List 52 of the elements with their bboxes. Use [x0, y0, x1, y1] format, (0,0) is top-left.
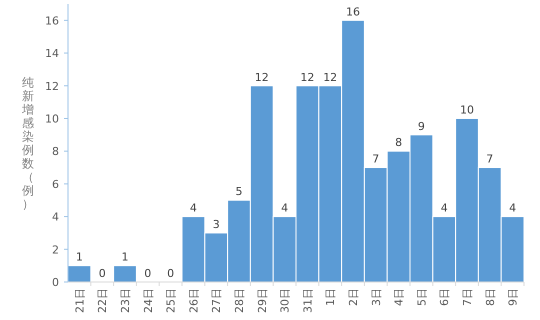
x-tick-label: 23日	[119, 288, 132, 313]
x-tick-label: 2日	[347, 288, 360, 306]
data-label: 4	[190, 202, 197, 215]
y-tick-label: 12	[45, 80, 59, 93]
data-label: 4	[281, 202, 288, 215]
bar	[68, 265, 92, 282]
data-label: 7	[372, 152, 380, 166]
x-tick-label: 5日	[415, 288, 428, 306]
y-tick-label: 10	[45, 112, 59, 126]
data-label: 1	[122, 250, 128, 264]
y-tick-label: 0	[52, 276, 59, 289]
x-tick-label: 25日	[164, 288, 178, 313]
x-tick-label: 22日	[96, 288, 110, 313]
x-tick-label: 9日	[506, 288, 520, 306]
x-tick-label: 26日	[187, 288, 200, 313]
data-label: 10	[460, 103, 474, 116]
y-tick-label: 4	[52, 210, 59, 224]
data-label: 0	[144, 267, 152, 280]
y-tick-label: 6	[52, 178, 59, 191]
data-label: 4	[440, 202, 448, 215]
x-tick-label: 31日	[301, 288, 314, 313]
data-label: 12	[323, 70, 338, 84]
data-label: 0	[167, 267, 174, 280]
data-label: 12	[300, 70, 314, 84]
data-label: 4	[509, 202, 516, 215]
data-label: 5	[236, 185, 242, 198]
x-tick-label: 3日	[370, 288, 383, 306]
y-tick-label: 16	[45, 14, 59, 28]
data-label: 1	[76, 250, 83, 264]
data-label: 12	[254, 70, 269, 84]
data-label: 9	[418, 120, 425, 133]
data-label: 3	[212, 218, 220, 231]
x-tick-label: 1日	[324, 288, 338, 306]
x-tick-label: 27日	[210, 288, 224, 313]
x-tick-label: 30日	[278, 288, 292, 313]
data-label: 7	[486, 152, 494, 166]
bar	[113, 265, 137, 282]
data-label: 0	[98, 267, 106, 280]
x-tick-label: 7日	[461, 288, 474, 306]
x-tick-label: 24日	[142, 288, 155, 313]
data-label: 8	[395, 136, 402, 150]
x-tick-label: 28日	[233, 288, 246, 313]
x-tick-label: 4日	[392, 288, 406, 306]
y-tick-label: 14	[45, 47, 59, 60]
data-label: 16	[346, 5, 360, 18]
text: 纯新增感染例数（例）	[22, 75, 34, 211]
y-tick-label: 2	[52, 243, 59, 256]
x-tick-label: 21日	[73, 288, 86, 313]
y-tick-label: 8	[52, 145, 59, 158]
x-tick-label: 29日	[256, 288, 269, 313]
x-tick-label: 8日	[484, 288, 497, 306]
x-tick-label: 6日	[438, 288, 452, 306]
